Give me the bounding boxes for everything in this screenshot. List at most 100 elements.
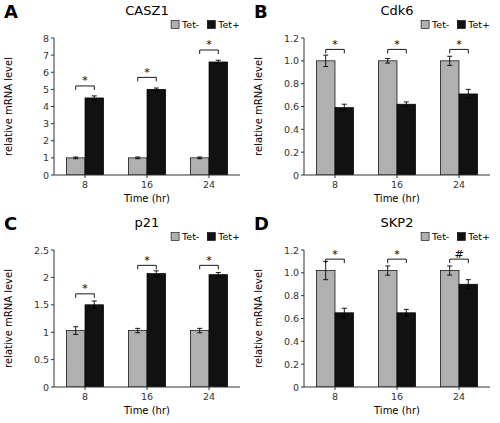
error-bar: [342, 104, 347, 111]
significance-label: *: [206, 254, 212, 267]
y-tick-label: 1.5: [34, 299, 49, 310]
y-tick: [301, 106, 304, 107]
bar: [85, 98, 104, 175]
y-tick: [51, 304, 54, 305]
plot-area: [316, 49, 477, 175]
bar: [209, 62, 228, 175]
y-tick-label: 5: [43, 84, 49, 95]
x-tick-label: 8: [82, 391, 88, 402]
error-bar: [323, 55, 328, 66]
x-tick-label: 16: [391, 391, 403, 402]
y-tick-label: 7: [43, 50, 49, 61]
bar: [378, 271, 397, 387]
y-tick: [301, 387, 304, 388]
error-bar: [197, 328, 202, 332]
y-tick-label: 0.6: [284, 101, 299, 112]
y-tick-label: 4: [43, 101, 49, 112]
x-tick: [147, 387, 148, 390]
panel: ***00.511.522.581624Time (hr)relative mR…: [3, 213, 240, 416]
significance-label: #: [454, 248, 463, 261]
legend-swatch: [171, 233, 179, 241]
error-bar: [466, 280, 471, 289]
y-tick: [51, 175, 54, 176]
plot-area: [66, 265, 227, 387]
error-bar: [447, 56, 452, 65]
y-tick-label: 0.4: [284, 124, 299, 135]
error-bar: [385, 59, 390, 64]
bar: [147, 274, 166, 387]
y-tick: [51, 277, 54, 278]
error-bar: [135, 157, 140, 159]
significance-label: *: [206, 38, 212, 51]
error-bar: [216, 60, 221, 63]
panel-label: B: [254, 1, 268, 22]
bar: [209, 275, 228, 387]
error-bar: [92, 301, 97, 309]
y-tick: [301, 250, 304, 251]
title: p21: [135, 215, 160, 230]
error-bar: [154, 271, 159, 276]
error-bar: [92, 96, 97, 100]
y-tick: [51, 38, 54, 39]
y-tick: [301, 364, 304, 365]
y-tick-label: 0.2: [284, 147, 299, 158]
x-tick-label: 16: [391, 179, 403, 190]
x-tick-label: 8: [82, 179, 88, 190]
y-tick-label: 1: [43, 327, 49, 338]
bar: [316, 271, 335, 387]
legend-label: Tet+: [467, 19, 490, 30]
bar: [128, 331, 147, 387]
error-bar: [216, 272, 221, 276]
y-tick: [51, 72, 54, 73]
y-tick: [51, 123, 54, 124]
x-tick-label: 24: [453, 179, 465, 190]
x-axis-label: Time (hr): [123, 405, 170, 416]
y-axis-label: relative mRNA level: [3, 269, 14, 368]
y-tick-label: 0: [43, 382, 49, 393]
y-tick: [301, 152, 304, 153]
y-axis-label: relative mRNA level: [253, 269, 264, 368]
significance-label: *: [144, 254, 150, 267]
significance-label: *: [394, 248, 400, 261]
legend: Tet-Tet+: [421, 19, 490, 30]
y-tick-label: 0: [293, 382, 299, 393]
bar: [440, 61, 459, 175]
significance-label: *: [144, 66, 150, 79]
bar: [316, 61, 335, 175]
y-tick-label: 0.8: [284, 290, 299, 301]
y-tick: [301, 318, 304, 319]
y-tick-label: 0.8: [284, 78, 299, 89]
bar: [335, 313, 354, 387]
y-tick: [51, 106, 54, 107]
x-tick-label: 24: [203, 391, 215, 402]
x-tick: [335, 175, 336, 178]
y-tick: [51, 387, 54, 388]
x-tick-label: 24: [453, 391, 465, 402]
x-tick: [459, 387, 460, 390]
y-tick-label: 1.0: [284, 267, 299, 278]
error-bar: [73, 327, 78, 335]
y-tick: [51, 55, 54, 56]
y-tick: [51, 359, 54, 360]
x-tick: [209, 175, 210, 178]
bar: [397, 104, 416, 175]
significance-label: *: [82, 282, 88, 295]
y-tick-label: 0.4: [284, 336, 299, 347]
y-tick: [301, 83, 304, 84]
panel: ***01234567881624Time (hr)relative mRNA …: [3, 1, 240, 204]
x-tick: [85, 175, 86, 178]
significance-label: *: [82, 74, 88, 87]
significance-label: *: [394, 38, 400, 51]
panel: **#00.20.40.60.81.01.281624Time (hr)rela…: [253, 213, 490, 416]
y-tick: [301, 341, 304, 342]
bar: [85, 305, 104, 387]
legend-label: Tet+: [467, 231, 490, 242]
legend: Tet-Tet+: [421, 231, 490, 242]
panel-label: A: [4, 1, 18, 22]
y-tick: [51, 89, 54, 90]
x-tick-label: 16: [141, 179, 153, 190]
title: SKP2: [381, 215, 414, 230]
legend-label: Tet-: [181, 231, 199, 242]
legend-swatch: [421, 233, 429, 241]
y-tick-label: 1.0: [284, 55, 299, 66]
